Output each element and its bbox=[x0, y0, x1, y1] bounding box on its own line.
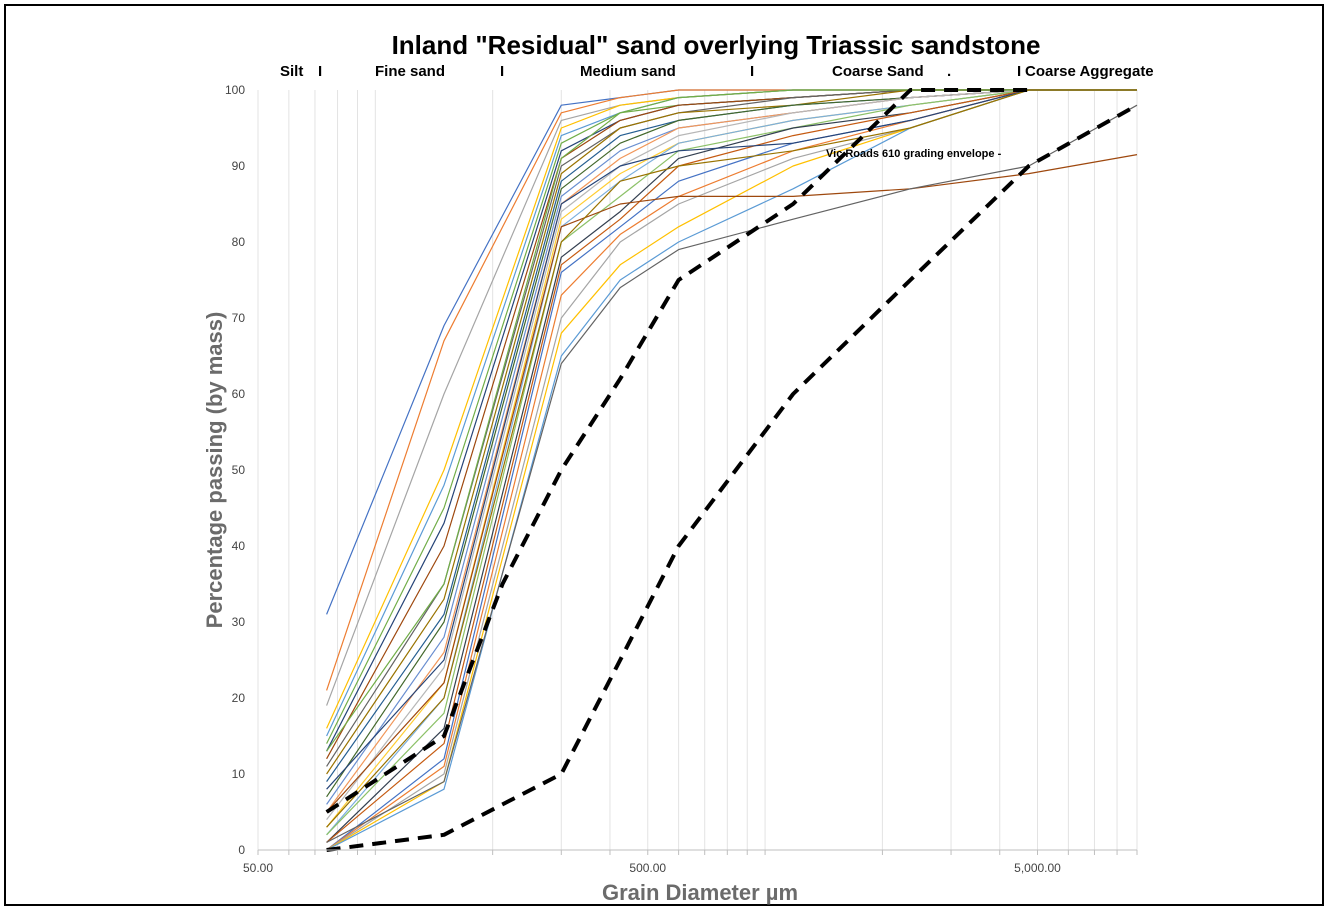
sample-series-line bbox=[326, 89, 1137, 851]
y-tick-label: 20 bbox=[232, 691, 246, 705]
y-tick-label: 70 bbox=[232, 311, 246, 325]
sample-series-line bbox=[326, 89, 1137, 836]
y-tick-label: 10 bbox=[232, 767, 246, 781]
axes bbox=[257, 849, 1138, 855]
y-axis-title: Percentage passing (by mass) bbox=[202, 312, 227, 629]
sample-series-line bbox=[326, 89, 1137, 775]
zone-label: Coarse Sand bbox=[832, 63, 924, 80]
grading-envelope bbox=[325, 88, 1138, 852]
zone-divider: I bbox=[318, 63, 322, 80]
chart-title: Inland "Residual" sand overlying Triassi… bbox=[392, 30, 1041, 60]
y-tick-label: 30 bbox=[232, 615, 246, 629]
zone-label: Coarse Aggregate bbox=[1025, 63, 1154, 80]
sample-series-line bbox=[326, 89, 1137, 836]
y-tick-label: 40 bbox=[232, 539, 246, 553]
zone-divider: I bbox=[750, 63, 754, 80]
sample-series-line bbox=[326, 89, 1137, 760]
sample-series-line bbox=[326, 104, 1138, 843]
sample-series-line bbox=[326, 89, 1137, 851]
y-tick-label: 0 bbox=[238, 843, 245, 857]
sample-series-line bbox=[326, 89, 1137, 828]
sample-series-line bbox=[326, 89, 1137, 820]
y-tick-labels: 0 10 20 30 40 50 60 70 80 90 100 bbox=[225, 83, 245, 857]
y-tick-label: 100 bbox=[225, 83, 245, 97]
envelope-line bbox=[326, 103, 1138, 852]
sample-series-line bbox=[326, 89, 1137, 782]
envelope-annotation: Vic Roads 610 grading envelope - bbox=[826, 148, 1002, 160]
zone-label: Silt bbox=[280, 63, 303, 80]
sample-series-line bbox=[326, 89, 1137, 737]
zone-label: Medium sand bbox=[580, 63, 676, 80]
y-tick-label: 90 bbox=[232, 159, 246, 173]
sample-series-line bbox=[326, 89, 1137, 729]
sample-series-line bbox=[326, 89, 1137, 752]
zone-divider: I bbox=[1017, 63, 1021, 80]
y-tick-label: 50 bbox=[232, 463, 246, 477]
y-tick-label: 60 bbox=[232, 387, 246, 401]
y-tick-label: 80 bbox=[232, 235, 246, 249]
zone-divider: . bbox=[947, 63, 951, 80]
x-tick-label: 50.00 bbox=[243, 861, 273, 875]
x-tick-labels: 50.00 500.00 5,000.00 bbox=[243, 861, 1061, 875]
sample-series-line bbox=[326, 89, 1137, 851]
grid-lines bbox=[257, 90, 1138, 850]
sample-series-line bbox=[326, 89, 1137, 790]
sample-curves bbox=[326, 89, 1138, 851]
envelope-line bbox=[325, 88, 1029, 814]
zone-label: Fine sand bbox=[375, 63, 445, 80]
zone-divider: I bbox=[500, 63, 504, 80]
x-axis-title: Grain Diameter µm bbox=[602, 880, 798, 905]
sample-series-line bbox=[326, 89, 1137, 851]
zone-labels: Silt I Fine sand I Medium sand I Coarse Sand. C… bbox=[280, 63, 1154, 80]
sample-series-line bbox=[326, 89, 1137, 851]
sample-series-line bbox=[326, 154, 1138, 813]
x-tick-label: 500.00 bbox=[629, 861, 666, 875]
x-tick-label: 5,000.00 bbox=[1014, 861, 1061, 875]
